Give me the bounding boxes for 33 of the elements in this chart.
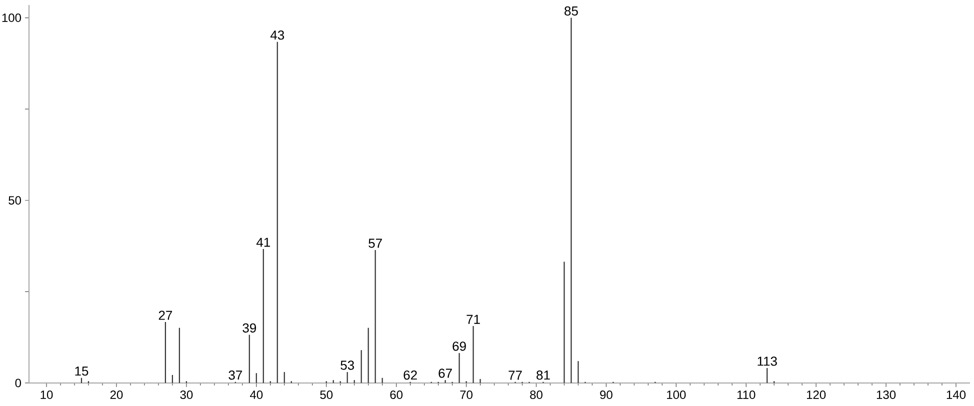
annotation: 43 — [270, 30, 284, 40]
x-tick-label: 80 — [530, 390, 542, 400]
annotation: 37 — [228, 370, 242, 380]
annotation: 81 — [536, 370, 550, 380]
annotation: 39 — [242, 323, 256, 333]
x-tick-label: 130 — [876, 390, 896, 400]
x-tick-label: 100 — [667, 390, 686, 400]
x-tick-label: 20 — [110, 390, 123, 400]
annotation: 53 — [340, 360, 354, 370]
annotation: 57 — [368, 238, 382, 248]
x-tick-label: 120 — [806, 390, 826, 400]
annotation: 27 — [158, 310, 172, 320]
x-tick-label: 110 — [737, 390, 756, 400]
y-tick-label: 0 — [15, 378, 22, 388]
y-tick-label: 100 — [2, 14, 22, 22]
x-tick-label: 10 — [40, 390, 53, 400]
x-tick-label: 70 — [460, 390, 472, 400]
annotation: 15 — [75, 366, 88, 376]
x-tick-label: 30 — [180, 390, 193, 400]
annotation: 77 — [508, 370, 522, 380]
annotation: 71 — [466, 314, 480, 324]
x-tick-label: 50 — [320, 390, 333, 400]
annotation: 113 — [758, 356, 777, 366]
annotation: 69 — [452, 342, 466, 351]
x-tick-label: 40 — [250, 390, 263, 400]
annotation: 67 — [438, 368, 452, 378]
x-tick-label: 60 — [390, 390, 403, 400]
annotation: 41 — [256, 238, 270, 247]
annotation: 85 — [564, 6, 578, 16]
y-tick-label: 50 — [8, 196, 22, 205]
x-tick-label: 140 — [946, 390, 966, 400]
annotation: 62 — [404, 370, 417, 380]
x-tick-label: 90 — [600, 390, 612, 400]
